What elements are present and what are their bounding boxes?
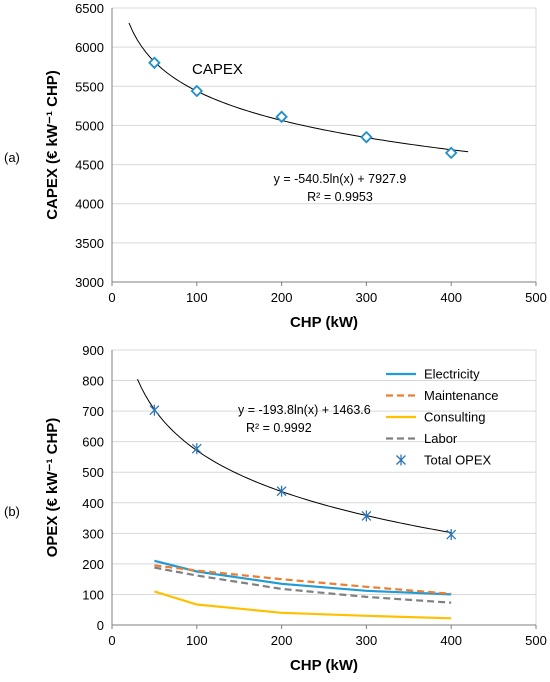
legend-entry: Electricity — [386, 367, 480, 382]
x-tick-label: 400 — [440, 290, 462, 305]
legend-entry: Maintenance — [386, 388, 498, 403]
x-tick-label: 100 — [186, 633, 208, 648]
chart-panel-a: 0 100 200 300 400 500 3000 3500 4000 4500 5000 5500… — [4, 1, 547, 331]
legend-entry: Labor — [386, 431, 458, 446]
trendline-r2: R² = 0.9992 — [246, 421, 312, 435]
y-tick-label: 6500 — [75, 1, 104, 16]
legend-label: Total OPEX — [424, 453, 492, 468]
legend-label: Electricity — [424, 367, 480, 382]
x-tick-label: 0 — [108, 290, 115, 305]
series-labor — [154, 566, 452, 604]
x-axis-title: CHP (kW) — [290, 314, 358, 331]
y-tick-label: 300 — [82, 526, 104, 541]
y-tick-label: 4000 — [75, 197, 104, 212]
y-tick-label: 500 — [82, 465, 104, 480]
trendline — [128, 22, 469, 153]
legend-entry: Consulting — [386, 410, 485, 425]
trendline-equation: y = -193.8ln(x) + 1463.6 — [238, 403, 371, 417]
y-tick-label: 400 — [82, 496, 104, 511]
x-tick-label: 200 — [271, 290, 293, 305]
series-consulting — [154, 590, 452, 620]
series-line — [154, 564, 452, 595]
data-point — [275, 110, 288, 124]
plot-area — [111, 7, 537, 283]
data-point — [446, 529, 457, 541]
y-tick-label: 700 — [82, 404, 104, 419]
data-point — [148, 56, 161, 70]
y-axis-title: OPEX (€ kW⁻¹ CHP) — [44, 418, 61, 558]
x-tick-label: 0 — [108, 633, 115, 648]
series-line — [154, 590, 452, 620]
x-tick-label: 300 — [356, 633, 378, 648]
data-point — [276, 485, 287, 497]
y-tick-label: 100 — [82, 587, 104, 602]
trendline — [136, 378, 452, 534]
data-point — [149, 404, 160, 416]
series-label: CAPEX — [192, 61, 243, 78]
y-tick-label: 0 — [97, 618, 104, 633]
y-tick-label: 4500 — [75, 158, 104, 173]
x-tick-label: 300 — [356, 290, 378, 305]
x-tick-label: 100 — [186, 290, 208, 305]
legend-label: Consulting — [424, 410, 485, 425]
y-tick-label: 3000 — [75, 275, 104, 290]
legend-entry: Total OPEX — [396, 453, 492, 468]
y-tick-label: 3500 — [75, 236, 104, 251]
legend-label: Labor — [424, 431, 458, 446]
y-tick-label: 800 — [82, 374, 104, 389]
series-maintenance — [154, 564, 452, 595]
data-point — [361, 510, 372, 522]
legend-label: Maintenance — [424, 388, 498, 403]
y-tick-label: 5000 — [75, 118, 104, 133]
series-total-opex — [149, 404, 457, 541]
panel-label: (a) — [4, 150, 20, 165]
data-point — [444, 146, 458, 160]
trendline-equation: y = -540.5ln(x) + 7927.9 — [274, 172, 407, 186]
panel-label: (b) — [4, 504, 20, 519]
series-line — [154, 566, 452, 604]
x-tick-label: 500 — [525, 633, 547, 648]
y-tick-label: 5500 — [75, 79, 104, 94]
data-point — [360, 130, 373, 144]
trendline-r2: R² = 0.9953 — [307, 190, 373, 204]
x-tick-label: 400 — [440, 633, 462, 648]
y-tick-label: 600 — [82, 435, 104, 450]
series-capex — [148, 56, 458, 160]
legend-swatch — [396, 454, 406, 466]
data-point — [190, 84, 204, 98]
y-tick-label: 900 — [82, 343, 104, 358]
chart-panel-b: 0 100 200 300 400 500 0 100 200 300 400 500 600 700 80… — [4, 343, 547, 674]
x-axis-title: CHP (kW) — [290, 657, 358, 674]
y-axis-title: CAPEX (€ kW⁻¹ CHP) — [44, 70, 61, 220]
x-tick-label: 200 — [271, 633, 293, 648]
data-point — [191, 443, 202, 455]
y-tick-label: 6000 — [75, 40, 104, 55]
x-tick-label: 500 — [525, 290, 547, 305]
y-tick-label: 200 — [82, 557, 104, 572]
